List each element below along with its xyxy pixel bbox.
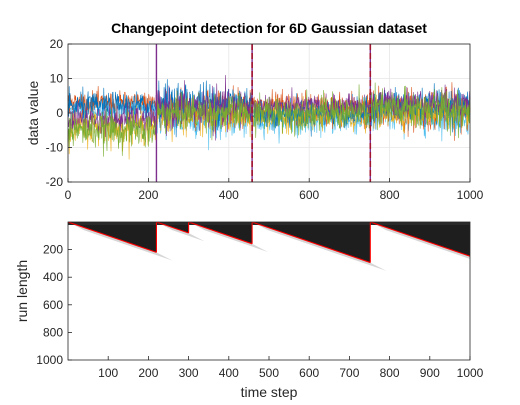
- run-length-fade: [68, 222, 173, 261]
- run-length-zero-band: [68, 222, 470, 225]
- run-length-panel: 100 200 300 400 500 600 700 800 900 1000 200 400 60…: [14, 221, 484, 400]
- run-length-y-axis-title: run length: [14, 260, 30, 322]
- x-tick-label: 400: [219, 188, 239, 202]
- y-tick-label: 200: [43, 243, 63, 257]
- y-tick-label: 600: [43, 298, 63, 312]
- x-tick-label: 100: [98, 366, 118, 380]
- x-tick-label: 800: [380, 366, 400, 380]
- x-tick-label: 700: [339, 366, 359, 380]
- map-run-length-segment: [188, 222, 253, 245]
- data-panel: Changepoint detection for 6D Gaussian da…: [25, 20, 484, 202]
- run-length-y-ticks: 200 400 600 800 1000: [36, 243, 72, 367]
- x-tick-label: 1000: [457, 366, 484, 380]
- run-length-x-axis-title: time step: [241, 384, 298, 400]
- x-tick-label: 1000: [457, 188, 484, 202]
- y-tick-label: -20: [46, 175, 64, 189]
- chart-title: Changepoint detection for 6D Gaussian da…: [111, 20, 427, 36]
- y-tick-label: 1000: [36, 353, 63, 367]
- run-length-fade: [188, 222, 269, 253]
- y-tick-label: 10: [50, 72, 64, 86]
- data-y-ticks: -20 -10 0 10 20: [46, 37, 72, 189]
- x-tick-label: 300: [179, 366, 199, 380]
- run-length-map-path: [68, 222, 470, 264]
- x-tick-label: 600: [299, 188, 319, 202]
- x-tick-label: 800: [380, 188, 400, 202]
- x-tick-label: 200: [138, 366, 158, 380]
- x-tick-label: 400: [219, 366, 239, 380]
- y-tick-label: 20: [50, 37, 64, 51]
- y-tick-label: 400: [43, 270, 63, 284]
- y-tick-label: -10: [46, 141, 64, 155]
- y-tick-label: 800: [43, 325, 63, 339]
- x-tick-label: 0: [65, 188, 72, 202]
- x-tick-label: 200: [138, 188, 158, 202]
- y-tick-label: 0: [56, 106, 63, 120]
- run-length-fade: [156, 222, 205, 242]
- map-run-length-segment: [68, 222, 157, 253]
- x-tick-label: 500: [259, 366, 279, 380]
- map-run-length-segment: [251, 222, 371, 264]
- data-series: [67, 75, 471, 160]
- run-length-fade: [370, 222, 470, 259]
- data-series-line: [67, 82, 471, 157]
- map-run-length-segment: [156, 222, 189, 234]
- map-run-length-segment: [370, 222, 470, 257]
- data-y-axis-title: data value: [25, 80, 41, 145]
- changepoint-markers: [155, 44, 372, 182]
- data-x-ticks: 0 200 400 600 800 1000: [65, 178, 484, 202]
- x-tick-label: 900: [420, 366, 440, 380]
- run-length-fade: [252, 222, 387, 271]
- x-tick-label: 600: [299, 366, 319, 380]
- run-length-x-ticks: 100 200 300 400 500 600 700 800 900 1000: [98, 356, 484, 380]
